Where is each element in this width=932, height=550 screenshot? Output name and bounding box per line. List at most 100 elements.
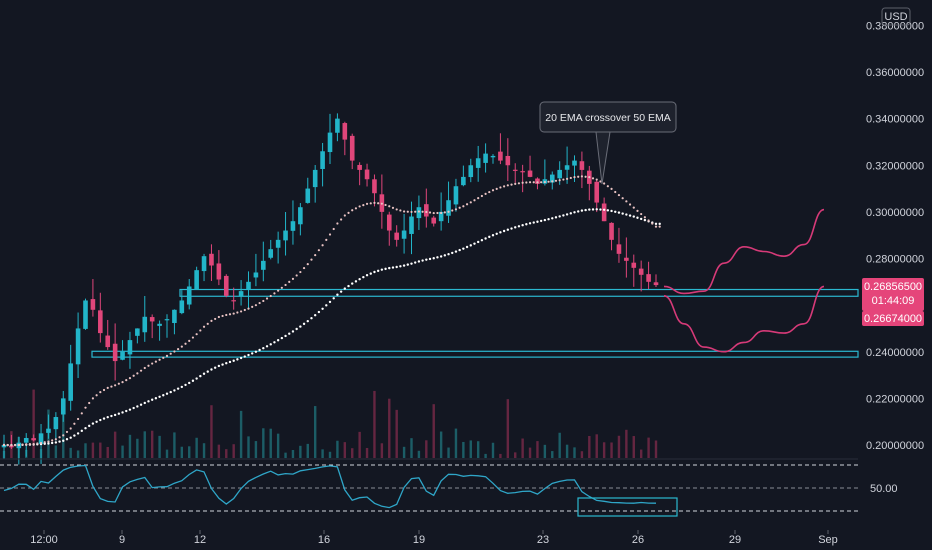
ema20-dot xyxy=(614,190,617,194)
candle-body xyxy=(527,170,533,177)
volume-bar xyxy=(425,440,428,458)
candle-body xyxy=(564,165,570,170)
ema50-dot xyxy=(91,422,95,425)
candle-body xyxy=(475,158,481,168)
volume-bar xyxy=(565,444,569,458)
ema50-dot xyxy=(591,208,595,211)
volume-bar xyxy=(351,448,354,458)
candle-body xyxy=(268,249,274,258)
ema50-dot xyxy=(265,345,269,348)
time-tick-label: 16 xyxy=(318,534,330,546)
ema50-dot xyxy=(473,242,476,245)
ema20-dot xyxy=(91,397,95,400)
ema20-dot xyxy=(462,205,465,208)
rsi-path xyxy=(3,464,657,509)
ema20-dot xyxy=(473,199,476,202)
volume-bars xyxy=(2,389,658,458)
ema20-dot xyxy=(503,185,506,188)
ema20-dot xyxy=(351,209,354,212)
ema20-dot xyxy=(125,379,128,382)
rsi-highlight-box[interactable] xyxy=(577,497,678,517)
candle-body xyxy=(275,239,281,248)
ema20-dot xyxy=(162,356,165,359)
candle-body xyxy=(201,256,207,272)
ema20-dot xyxy=(514,182,517,185)
ema50-dot xyxy=(306,319,309,323)
ema50-dot xyxy=(628,214,632,217)
ema20-dot xyxy=(469,201,472,204)
ema20-dot xyxy=(532,181,535,184)
ema50-dot xyxy=(217,364,221,368)
support-zones[interactable] xyxy=(91,288,859,358)
ema20-dot xyxy=(58,436,61,439)
ema20-dot xyxy=(117,382,120,385)
ema50-dot xyxy=(213,366,217,369)
candle-body xyxy=(468,165,474,178)
time-axis[interactable]: 12:00 9 12 16 19 23 26 29 Sep xyxy=(30,530,838,546)
candle-body xyxy=(120,351,125,360)
candle-body xyxy=(127,340,133,355)
ema20-dot xyxy=(69,427,72,430)
ema50-dot xyxy=(310,316,313,320)
candle-body xyxy=(23,438,29,443)
ema20-dot xyxy=(551,180,554,183)
volume-bar xyxy=(602,442,606,458)
ema20-dot xyxy=(121,381,124,384)
ema50-dot xyxy=(165,392,169,395)
candle-body xyxy=(401,230,407,239)
last-price-tag[interactable]: 0.26856500 01:44:09 xyxy=(862,278,924,311)
ema20-dot xyxy=(277,289,280,292)
ema50-dot xyxy=(458,248,461,252)
level-price-tag[interactable]: 0.26674000 xyxy=(862,311,924,326)
candle-body xyxy=(453,186,459,205)
ema20-dot xyxy=(406,210,409,213)
volume-bar xyxy=(299,445,302,458)
ema50-dot xyxy=(421,259,424,262)
ema50-dot xyxy=(317,310,321,314)
ema20-dot xyxy=(554,179,558,182)
ema50-dot xyxy=(328,300,332,304)
ema50-dot xyxy=(139,403,143,406)
ema50-dot xyxy=(110,414,113,418)
projection-curves[interactable] xyxy=(663,208,825,353)
ema20-dot xyxy=(265,297,269,300)
ema20-dot xyxy=(628,203,632,206)
ema20-dot xyxy=(84,406,87,409)
ema20-dot xyxy=(417,210,421,213)
ema20-dot xyxy=(236,311,239,314)
ema50-dot xyxy=(251,352,254,355)
ema20-dot xyxy=(173,350,176,353)
ema50-dot xyxy=(384,267,387,271)
ema20-dot xyxy=(295,274,298,277)
ema20-dot xyxy=(632,206,635,209)
candle-body xyxy=(60,398,66,415)
currency-label[interactable]: USD xyxy=(884,11,907,23)
volume-bar xyxy=(543,444,547,458)
ema20-dot xyxy=(76,417,80,421)
candle-body xyxy=(172,309,177,324)
support-zone-box xyxy=(179,288,859,297)
volume-bar xyxy=(417,450,421,458)
ema20-dot xyxy=(432,211,435,215)
ema50-dot xyxy=(625,213,628,216)
ema20-dot xyxy=(214,317,217,321)
ema50-dot xyxy=(506,228,510,231)
time-tick-label: 26 xyxy=(632,534,644,546)
volume-bar xyxy=(284,452,287,458)
ema20-dot xyxy=(506,184,509,187)
annotation-callout[interactable]: 20 EMA crossover 50 EMA xyxy=(539,101,677,185)
candle-body xyxy=(283,230,288,241)
volume-bar xyxy=(388,398,391,458)
volume-bar xyxy=(225,449,228,458)
ema20-dot xyxy=(151,362,154,365)
ema50-dot xyxy=(569,212,572,215)
ema50-dot xyxy=(532,221,535,224)
ema20-dot xyxy=(488,190,491,194)
ema20-dot xyxy=(391,206,395,209)
ema50-dot xyxy=(599,208,602,211)
ema20-dot xyxy=(110,385,113,388)
volume-bar xyxy=(69,447,72,458)
ema20-dot xyxy=(262,299,265,303)
ema20-dot xyxy=(21,443,24,446)
